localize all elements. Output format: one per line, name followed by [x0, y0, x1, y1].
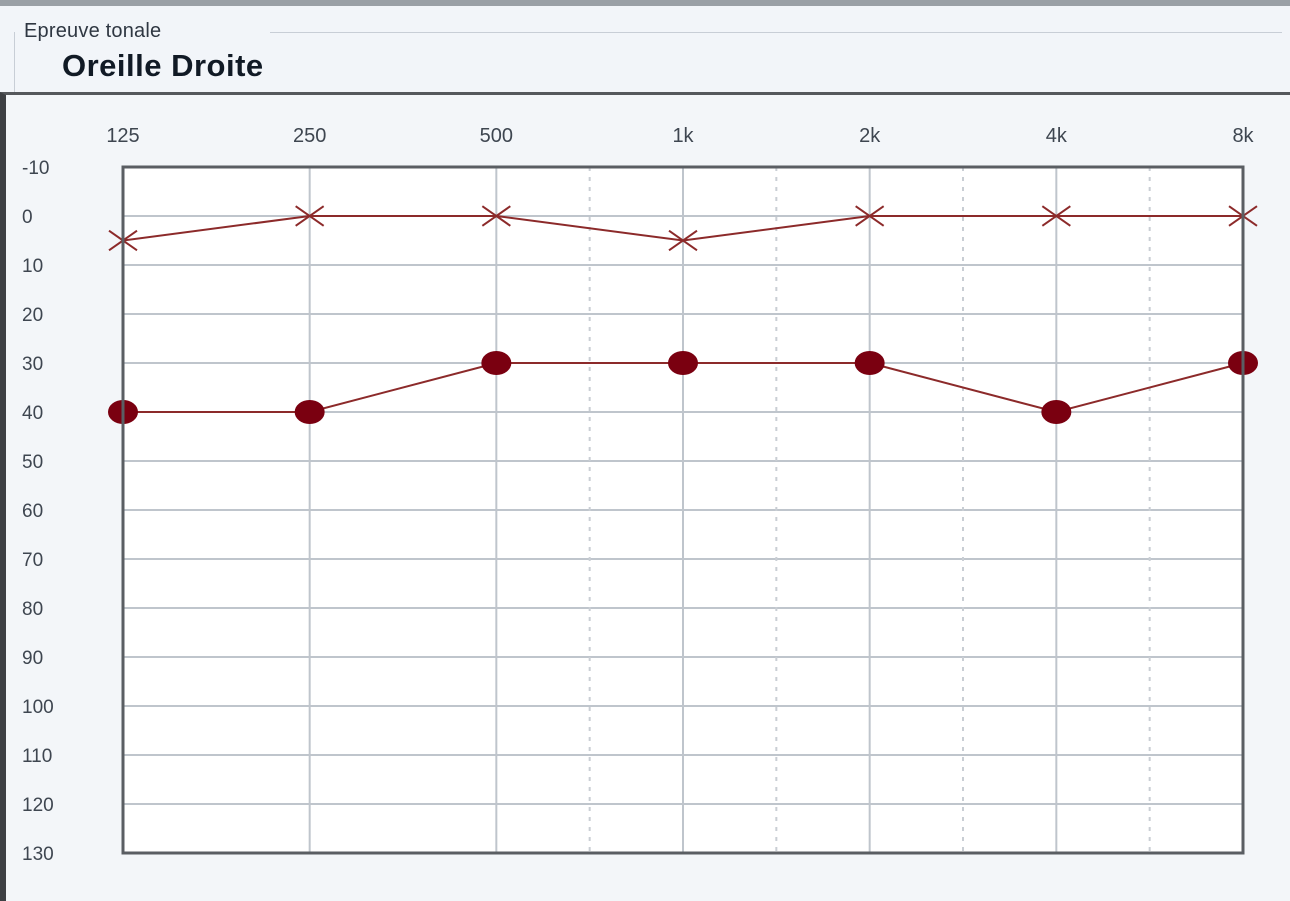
x-tick-label: 125: [106, 125, 139, 147]
y-tick-labels: -10 0 10 20 30 40 50 60 70 80 90 100 110 120 130: [22, 158, 54, 865]
y-tick-label: 30: [22, 354, 43, 375]
y-tick-label: 10: [22, 256, 43, 277]
x-icon-stroke: [1041, 205, 1071, 227]
x-icon: [295, 205, 325, 227]
x-icon: [1041, 205, 1071, 227]
y-tick-label: 90: [22, 648, 43, 669]
x-tick-label: 250: [293, 125, 326, 147]
section-label: Epreuve tonale: [24, 20, 166, 43]
y-tick-label: 70: [22, 550, 43, 571]
x-icon-stroke: [295, 205, 325, 227]
filled-circle-icon: [668, 351, 698, 375]
filled-circle-icon: [1041, 400, 1072, 424]
y-tick-label: 80: [22, 599, 43, 620]
filled-circle-icon: [294, 400, 325, 424]
x-icon: [668, 229, 698, 252]
plot-border: [121, 165, 1245, 855]
data-series: [108, 205, 1258, 424]
y-tick-label: 50: [22, 452, 43, 473]
ear-title: Oreille Droite: [62, 48, 264, 83]
filled-circle-icon: [854, 351, 885, 375]
x-tick-label: 4k: [1046, 125, 1068, 147]
x-tick-label: 2k: [859, 125, 881, 147]
y-tick-label: 110: [22, 746, 52, 767]
x-tick-label: 500: [480, 125, 513, 147]
groupbox-left-edge: [14, 32, 15, 92]
x-tick-label: 8k: [1232, 125, 1254, 147]
y-tick-label: 130: [22, 844, 54, 865]
y-tick-label: 20: [22, 305, 43, 326]
x-icon-stroke: [855, 205, 885, 227]
x-icon: [855, 205, 885, 227]
audiogram-chart: 125 250 500 1k 2k 4k 8k -10 0 10 20 30 40 50 60 70 80 90…: [22, 125, 1258, 865]
x-tick-label: 1k: [672, 125, 694, 147]
x-tick-labels: 125 250 500 1k 2k 4k 8k: [106, 125, 1254, 147]
y-tick-label: 120: [22, 795, 54, 816]
x-icon-stroke: [481, 205, 511, 227]
y-tick-label: -10: [22, 158, 49, 179]
filled-circle-icon: [481, 351, 512, 375]
y-tick-label: 100: [22, 697, 54, 718]
audiogram-panel: 125 250 500 1k 2k 4k 8k -10 0 10 20 30 40 50 60 70 80 90…: [0, 92, 1290, 901]
groupbox-top-line: [270, 32, 1282, 33]
y-tick-label: 60: [22, 501, 43, 522]
x-icon: [481, 205, 511, 227]
x-icon-stroke: [668, 229, 698, 252]
y-tick-label: 0: [22, 207, 33, 228]
y-tick-label: 40: [22, 403, 43, 424]
